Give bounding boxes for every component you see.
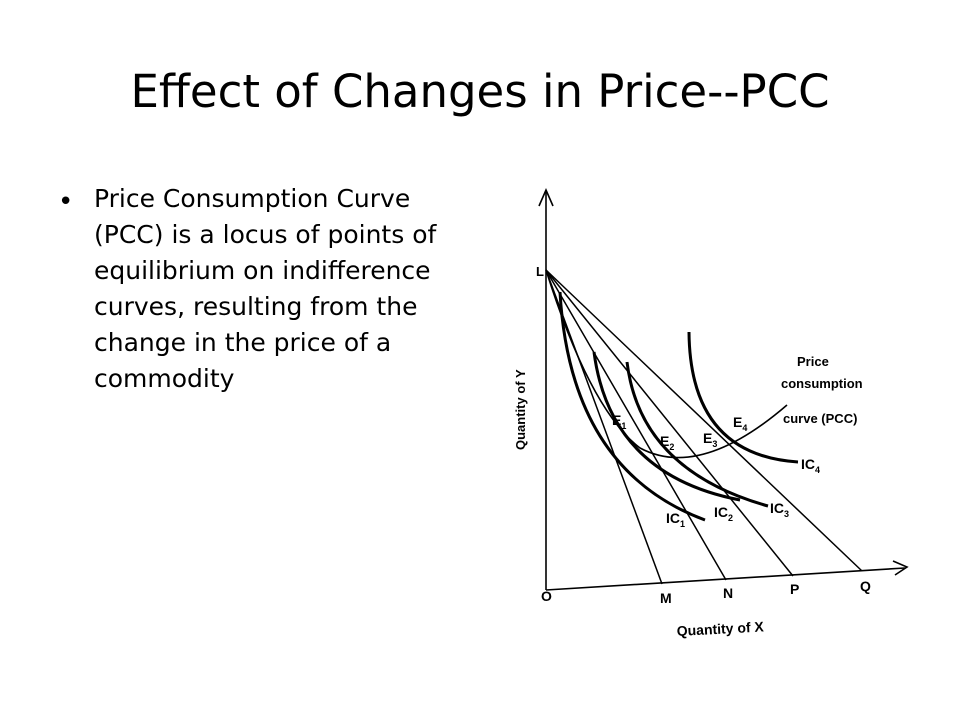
- equilibrium-label-1: E1: [612, 412, 626, 431]
- indifference-label-3: IC3: [770, 500, 789, 519]
- origin-label: O: [541, 588, 552, 604]
- indifference-curve-2: [592, 351, 741, 502]
- pcc-diagram-svg: Quantity of Y Quantity of X L O M N P Q …: [513, 188, 909, 639]
- equilibrium-label-2: E2: [660, 433, 674, 452]
- budget-line-lm: [545, 269, 663, 585]
- point-label-l: L: [536, 264, 544, 279]
- indifference-curve-3: [625, 361, 769, 508]
- point-label-p: P: [790, 581, 799, 597]
- indifference-label-2: IC2: [714, 504, 733, 523]
- budget-line-lq: [545, 269, 863, 572]
- y-axis-title: Quantity of Y: [513, 369, 528, 450]
- budget-line-lp: [545, 269, 794, 577]
- pcc-label-line-2: consumption: [781, 376, 863, 391]
- indifference-label-1: IC1: [666, 510, 685, 529]
- equilibrium-label-3: E3: [703, 430, 717, 449]
- y-axis-arrow: [538, 188, 554, 207]
- indifference-curve-4: [687, 331, 799, 464]
- price-consumption-curve: [545, 269, 788, 459]
- x-axis-title: Quantity of X: [676, 618, 764, 639]
- equilibrium-label-4: E4: [733, 414, 747, 433]
- pcc-label-line-3: curve (PCC): [783, 411, 857, 426]
- point-label-n: N: [723, 585, 733, 601]
- point-label-m: M: [660, 590, 672, 606]
- indifference-label-4: IC4: [801, 456, 820, 475]
- slide-title: Effect of Changes in Price--PCC: [130, 65, 830, 118]
- point-label-q: Q: [860, 578, 871, 594]
- bullet-text: Price Consumption Curve (PCC) is a locus…: [94, 184, 437, 393]
- budget-line-ln: [545, 269, 727, 581]
- x-axis-arrow: [892, 560, 909, 576]
- pcc-label-line-1: Price: [797, 354, 829, 369]
- pcc-diagram: Quantity of Y Quantity of X L O M N P Q …: [500, 175, 920, 659]
- bullet-dot: •: [58, 187, 74, 217]
- indifference-curve-1: [558, 291, 706, 522]
